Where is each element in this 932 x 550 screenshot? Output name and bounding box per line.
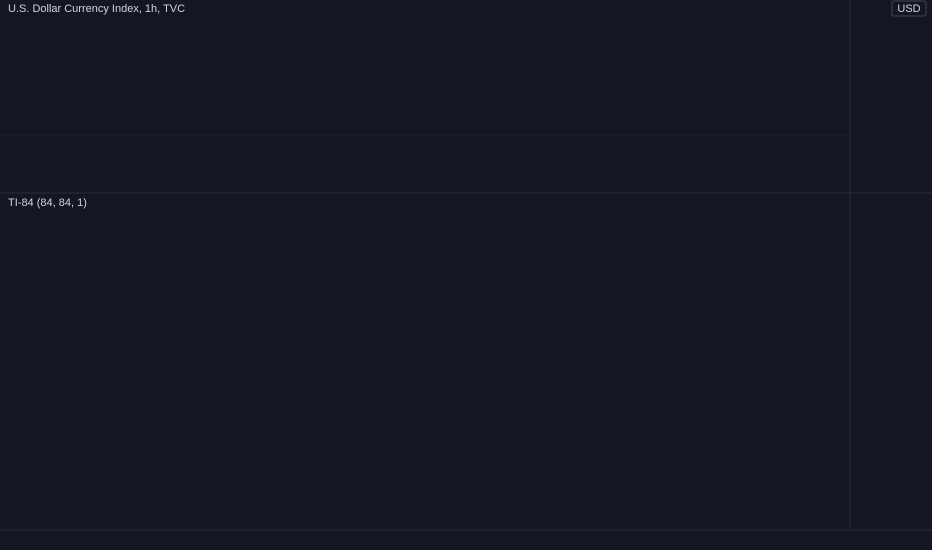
indicator-title: TI-84 (84, 84, 1) [8,197,87,209]
chart-title: U.S. Dollar Currency Index, 1h, TVC [8,3,185,15]
currency: USD [897,3,920,15]
currency-box [891,0,927,17]
